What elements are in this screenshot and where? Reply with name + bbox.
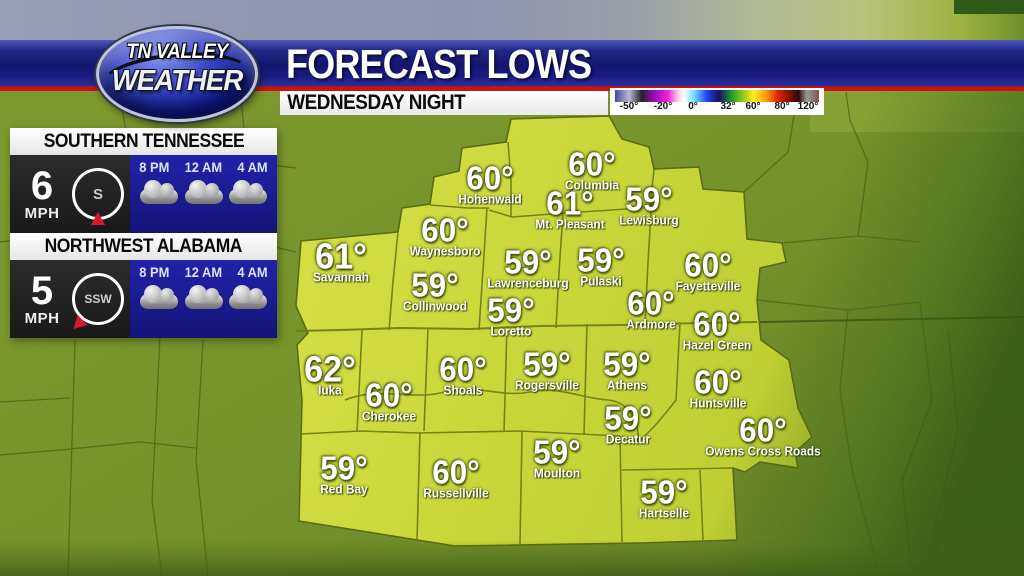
wind-arrow-icon <box>68 314 88 335</box>
scale-tick: 120° <box>797 101 819 112</box>
scale-tick: 80° <box>774 101 790 112</box>
region-header-northwest-alabama: NORTHWEST ALABAMA <box>10 233 277 260</box>
top-right-corner <box>954 0 1024 14</box>
scale-tick: -50° <box>619 101 639 112</box>
city-temp-label: 59° Hartselle <box>638 473 690 521</box>
city-temp-label: 61° Savannah <box>312 235 370 285</box>
subtitle-text: WEDNESDAY NIGHT <box>287 91 466 114</box>
region-title: NORTHWEST ALABAMA <box>44 235 243 257</box>
cloudy-icon <box>140 180 178 204</box>
wind-speed: 6 <box>30 163 54 208</box>
region-title: SOUTHERN TENNESSEE <box>43 130 244 152</box>
city-temp-label: 60° Ardmore <box>626 284 676 332</box>
logo-line1: TN VALLEY <box>126 40 228 63</box>
cloudy-icon <box>184 285 223 309</box>
forecast-time: 4 AM <box>237 264 268 280</box>
city-temp-label: 60° Huntsville <box>689 363 747 411</box>
hourly-forecast-cell: 8 PM 12 AM 4 AM <box>130 155 277 233</box>
wind-speed: 5 <box>30 268 54 313</box>
regional-forecast-panel: SOUTHERN TENNESSEE 6 MPH S 8 PM 12 AM 4 … <box>10 128 277 338</box>
city-temp-label: 59° Lewisburg <box>619 180 679 228</box>
city-temp-label: 60° Russellville <box>423 453 489 501</box>
scale-tick: -20° <box>653 101 673 112</box>
hourly-forecast-cell: 8 PM 12 AM 4 AM <box>130 260 277 338</box>
page-title: FORECAST LOWS <box>286 41 592 87</box>
city-temp-label: 60° Columbia <box>564 145 620 193</box>
forecast-time: 12 AM <box>184 264 223 280</box>
temperature-scale-labels: -50° -20° 0° 32° 60° 80° 120° <box>610 101 824 115</box>
city-temp-label: 59° Decatur <box>604 399 652 447</box>
city-temp-label: 60° Hazel Green <box>682 305 752 353</box>
station-logo: TN VALLEY WEATHER <box>96 26 258 122</box>
scale-tick: 0° <box>688 101 698 112</box>
city-temp-label: 59° Red Bay <box>320 449 368 497</box>
cloudy-icon <box>229 285 267 309</box>
city-temp-label: 60° Shoals <box>439 350 487 398</box>
wind-cell: 6 MPH S <box>10 155 130 233</box>
temperature-gradient-bar <box>615 90 819 102</box>
city-temp-label: 60° Cherokee <box>361 376 417 424</box>
scale-tick: 32° <box>720 101 736 112</box>
city-temp-label: 59° Rogersville <box>514 345 580 393</box>
scale-tick: 60° <box>745 101 761 112</box>
city-temp-label: 59° Pulaski <box>577 241 625 289</box>
wind-cell: 5 MPH SSW <box>10 260 130 338</box>
city-temp-label: 60° Owens Cross Roads <box>705 411 821 459</box>
city-temp-label: 61° Mt. Pleasant <box>535 184 605 232</box>
city-temp-label: 59° Collinwood <box>403 266 467 314</box>
wind-unit: MPH <box>24 309 60 327</box>
region-row-southern-tennessee: 6 MPH S 8 PM 12 AM 4 AM <box>10 155 277 233</box>
city-temp-label: 60° Fayetteville <box>675 246 741 294</box>
forecast-time: 4 AM <box>237 159 268 175</box>
wind-direction: S <box>92 185 103 203</box>
forecast-time: 8 PM <box>139 159 170 175</box>
cloudy-icon <box>184 180 223 204</box>
wind-arrow-icon <box>91 212 105 225</box>
logo-line2: WEATHER <box>111 65 244 97</box>
city-temp-label: 59° Moulton <box>533 433 581 481</box>
city-temp-label: 59° Lawrenceburg <box>487 243 569 291</box>
cloudy-icon <box>229 180 267 204</box>
wind-unit: MPH <box>24 204 60 222</box>
forecast-time: 8 PM <box>139 264 170 280</box>
wind-compass-icon: S <box>72 168 124 225</box>
temperature-scale: -50° -20° 0° 32° 60° 80° 120° <box>610 88 824 115</box>
city-temp-label: 60° Hohenwald <box>458 159 522 207</box>
city-temp-label: 62° Iuka <box>304 348 356 398</box>
wind-direction: SSW <box>84 292 112 306</box>
city-temp-label: 59° Loretto <box>487 291 535 339</box>
city-temp-label: 60° Waynesboro <box>409 211 481 259</box>
region-row-northwest-alabama: 5 MPH SSW 8 PM 12 AM 4 AM <box>10 260 277 338</box>
cloudy-icon <box>140 285 178 309</box>
wind-compass-icon: SSW <box>68 273 124 335</box>
city-temp-label: 59° Athens <box>603 345 651 393</box>
subtitle-bar: WEDNESDAY NIGHT <box>280 91 608 115</box>
forecast-time: 12 AM <box>184 159 223 175</box>
region-header-southern-tennessee: SOUTHERN TENNESSEE <box>10 128 277 155</box>
red-stripe <box>0 86 1024 91</box>
